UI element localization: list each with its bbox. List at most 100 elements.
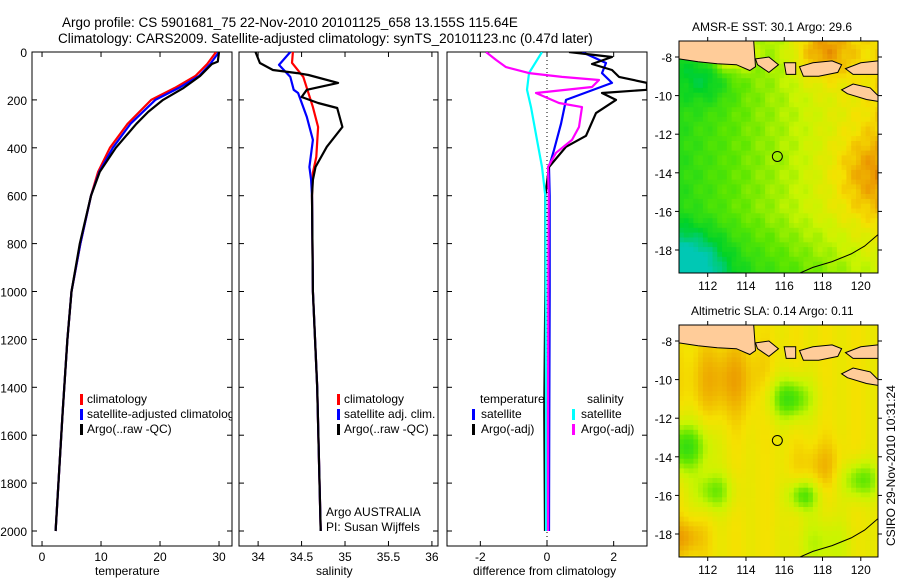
heatmap-cell bbox=[832, 357, 838, 363]
land-island bbox=[679, 41, 757, 72]
heatmap-cell bbox=[860, 141, 867, 147]
figure-title-line2: Climatology: CARS2009. Satellite-adjuste… bbox=[58, 31, 593, 46]
heatmap-cell bbox=[822, 92, 828, 99]
heatmap-cell bbox=[865, 218, 871, 224]
heatmap-cell bbox=[808, 410, 814, 416]
heatmap-cell bbox=[822, 165, 828, 171]
heatmap-cell bbox=[774, 492, 781, 498]
heatmap-cell bbox=[746, 386, 752, 392]
heatmap-cell bbox=[808, 333, 814, 339]
heatmap-cell bbox=[765, 136, 771, 142]
heatmap-cell bbox=[741, 545, 747, 551]
heatmap-cell bbox=[746, 396, 752, 402]
heatmap-cell bbox=[832, 325, 838, 329]
heatmap-cell bbox=[760, 381, 766, 387]
heatmap-cell bbox=[760, 458, 766, 465]
heatmap-cell bbox=[722, 232, 728, 238]
heatmap-cell bbox=[832, 232, 838, 238]
heatmap-cell bbox=[722, 256, 728, 263]
heatmap-cell bbox=[774, 165, 781, 171]
heatmap-cell bbox=[741, 482, 747, 489]
heatmap-cell bbox=[822, 410, 828, 416]
heatmap-cell bbox=[860, 126, 867, 132]
heatmap-cell bbox=[784, 415, 790, 421]
heatmap-cell bbox=[779, 169, 785, 176]
heatmap-cell bbox=[746, 78, 752, 84]
heatmap-cell bbox=[808, 396, 814, 402]
heatmap-cell bbox=[827, 121, 833, 128]
heatmap-cell bbox=[722, 251, 728, 258]
heatmap-cell bbox=[798, 102, 804, 108]
heatmap-cell bbox=[722, 453, 728, 460]
heatmap-cell bbox=[712, 232, 718, 238]
heatmap-cell bbox=[841, 242, 847, 248]
heatmap-cell bbox=[717, 357, 723, 363]
heatmap-cell bbox=[812, 107, 819, 113]
heatmap-cell bbox=[784, 208, 790, 214]
heatmap-cell bbox=[712, 121, 718, 128]
heatmap-cell bbox=[755, 126, 761, 132]
heatmap-cell bbox=[822, 391, 828, 397]
heatmap-cell bbox=[860, 391, 867, 397]
heatmap-cell bbox=[717, 405, 723, 412]
heatmap-cell bbox=[688, 511, 694, 518]
heatmap-cell bbox=[760, 468, 766, 474]
heatmap-cell bbox=[856, 362, 862, 368]
heatmap-cell bbox=[736, 391, 742, 397]
y-tick-label: -16 bbox=[655, 489, 673, 503]
heatmap-cell bbox=[765, 92, 771, 99]
heatmap-cell bbox=[836, 545, 843, 551]
heatmap-cell bbox=[789, 535, 795, 542]
heatmap-cell bbox=[755, 391, 761, 397]
heatmap-cell bbox=[731, 208, 737, 214]
heatmap-cell bbox=[736, 434, 742, 440]
heatmap-cell bbox=[717, 276, 722, 281]
heatmap-cell bbox=[846, 381, 852, 387]
heatmap-cell bbox=[865, 141, 871, 147]
heatmap-cell bbox=[702, 429, 709, 436]
heatmap-cell bbox=[779, 420, 785, 426]
heatmap-cell bbox=[808, 194, 814, 200]
heatmap-cell bbox=[722, 391, 728, 397]
heatmap-cell bbox=[679, 194, 685, 200]
heatmap-cell bbox=[731, 97, 737, 103]
heatmap-cell bbox=[870, 54, 876, 60]
heatmap-cell bbox=[793, 507, 800, 513]
heatmap-cell bbox=[731, 227, 737, 234]
heatmap-cell bbox=[750, 174, 757, 181]
heatmap-cell bbox=[798, 73, 804, 79]
heatmap-cell bbox=[822, 492, 828, 498]
heatmap-cell bbox=[726, 131, 733, 137]
heatmap-cell bbox=[808, 381, 814, 387]
heatmap-cell bbox=[793, 165, 800, 171]
heatmap-cell bbox=[865, 511, 871, 518]
heatmap-cell bbox=[846, 439, 852, 445]
heatmap-cell bbox=[769, 420, 776, 426]
heatmap-cell bbox=[765, 535, 771, 542]
heatmap-cell bbox=[832, 521, 838, 527]
heatmap-cell bbox=[707, 396, 714, 402]
heatmap-cell bbox=[817, 376, 824, 383]
heatmap-cell bbox=[712, 169, 718, 176]
heatmap-cell bbox=[870, 73, 876, 79]
heatmap-cell bbox=[765, 73, 771, 79]
heatmap-cell bbox=[712, 429, 718, 436]
heatmap-cell bbox=[856, 391, 862, 397]
heatmap-cell bbox=[683, 116, 690, 123]
heatmap-cell bbox=[875, 256, 878, 263]
heatmap-cell bbox=[688, 97, 694, 103]
heatmap-cell bbox=[746, 439, 752, 445]
x-tick-label: 112 bbox=[698, 563, 717, 577]
legend-swatch bbox=[80, 394, 83, 405]
heatmap-cell bbox=[808, 165, 814, 171]
heatmap-cell bbox=[808, 44, 814, 50]
heatmap-cell bbox=[769, 247, 776, 253]
heatmap-cell bbox=[722, 203, 728, 210]
heatmap-cell bbox=[736, 449, 742, 455]
heatmap-cell bbox=[822, 102, 828, 108]
heatmap-cell bbox=[827, 41, 833, 45]
heatmap-cell bbox=[707, 449, 714, 455]
heatmap-cell bbox=[851, 449, 857, 455]
heatmap-cell bbox=[851, 256, 857, 263]
heatmap-cell bbox=[812, 478, 819, 484]
